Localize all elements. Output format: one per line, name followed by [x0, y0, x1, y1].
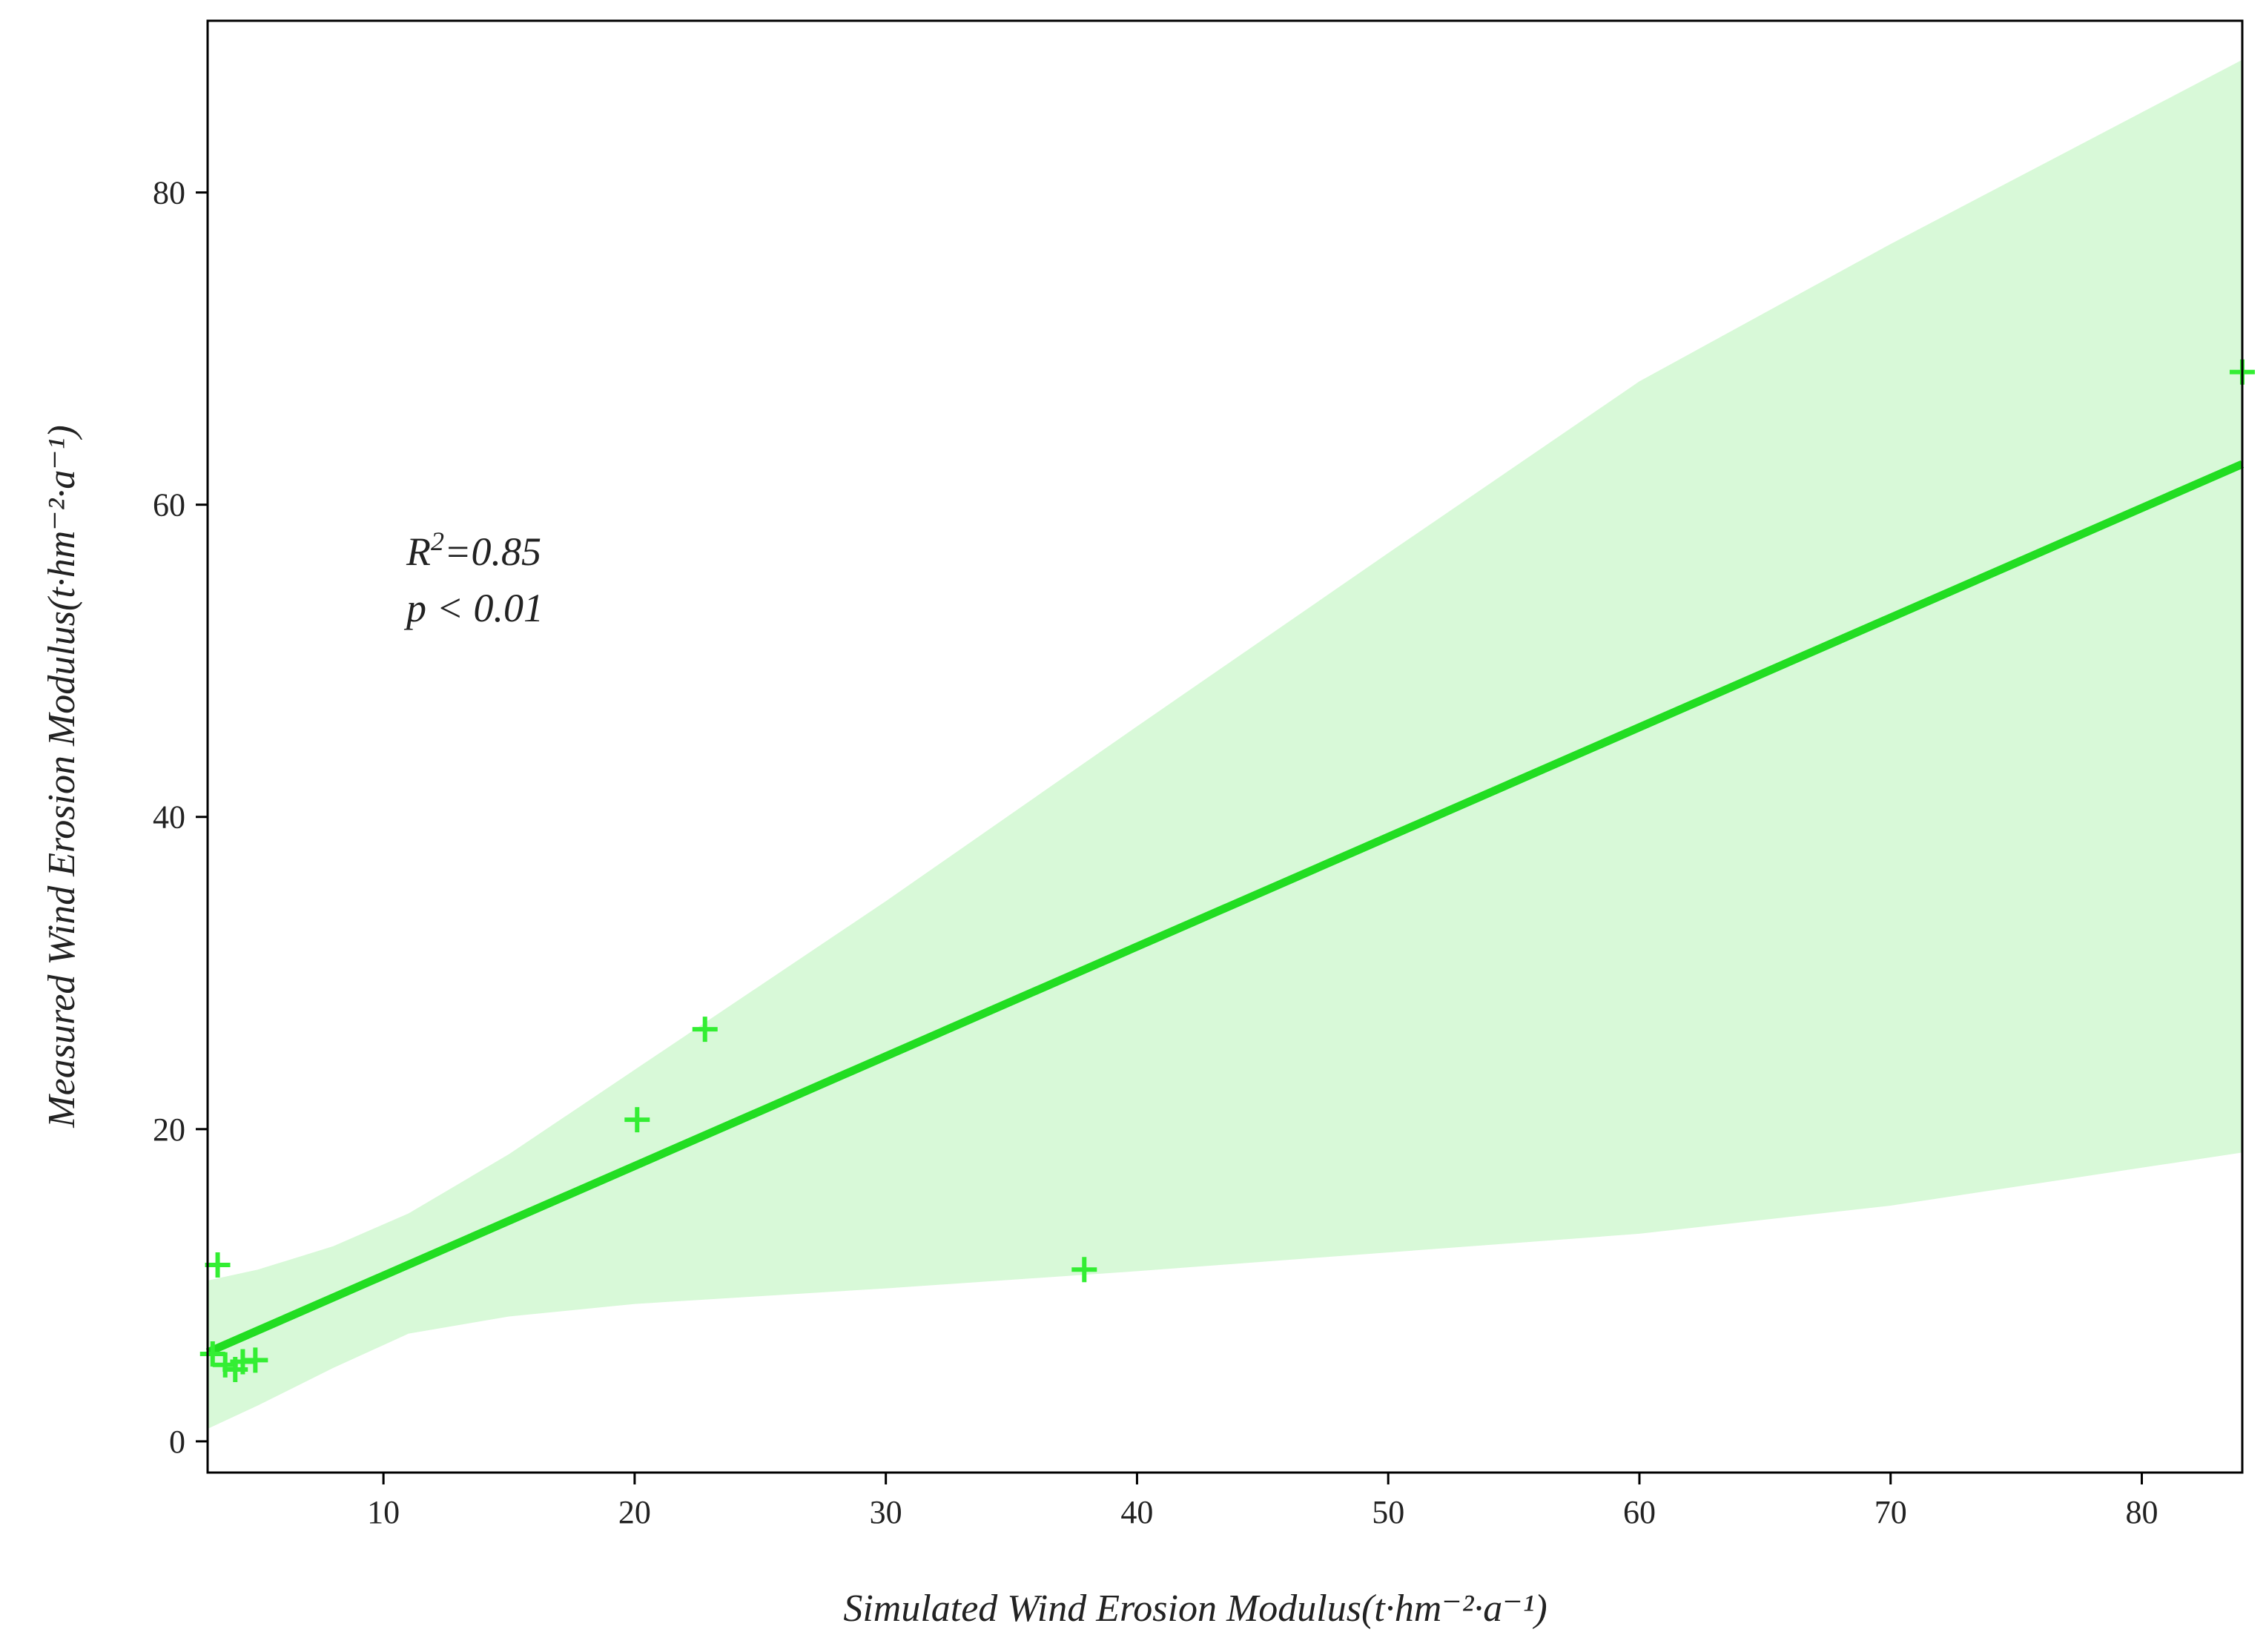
data-point	[1071, 1257, 1097, 1283]
r-squared-superscript: 2	[431, 526, 444, 556]
x-tick-label: 30	[870, 1494, 902, 1530]
y-tick-label: 0	[169, 1424, 185, 1460]
x-tick-label: 70	[1874, 1494, 1907, 1530]
x-tick-label: 40	[1120, 1494, 1153, 1530]
plot-frame	[206, 19, 2244, 1474]
confidence-band-layer	[208, 59, 2242, 1430]
y-tick-label: 20	[153, 1111, 185, 1148]
y-axis-ticks: 0 20 40 60 80	[153, 175, 208, 1460]
data-point	[692, 1017, 718, 1043]
data-point	[242, 1347, 268, 1373]
x-tick-label: 60	[1623, 1494, 1656, 1530]
confidence-band	[208, 59, 2242, 1430]
y-axis-label: Measured Wind Erosion Modulus(t·hm⁻²·a⁻¹…	[41, 425, 83, 1128]
data-point	[205, 1252, 231, 1278]
y-tick-label: 40	[153, 799, 185, 836]
y-tick-label: 60	[153, 487, 185, 523]
r-squared-annotation: R2=0.85	[406, 526, 541, 574]
y-tick-label: 80	[153, 175, 185, 211]
regression-line	[205, 460, 2244, 1356]
regression-line-layer	[205, 460, 2244, 1356]
x-axis-ticks: 10 20 30 40 50 60 70 80	[367, 1473, 2158, 1530]
x-tick-label: 10	[367, 1494, 400, 1530]
data-point	[199, 1341, 225, 1367]
x-tick-label: 80	[2125, 1494, 2158, 1530]
data-point	[624, 1107, 650, 1133]
x-axis-label: Simulated Wind Erosion Modulus(t·hm⁻²·a⁻…	[843, 1587, 1547, 1630]
r-squared-value: =0.85	[444, 529, 541, 574]
x-tick-label: 50	[1372, 1494, 1404, 1530]
x-tick-label: 20	[618, 1494, 651, 1530]
r-symbol: R	[406, 529, 431, 574]
p-value-annotation: p < 0.01	[403, 586, 544, 630]
